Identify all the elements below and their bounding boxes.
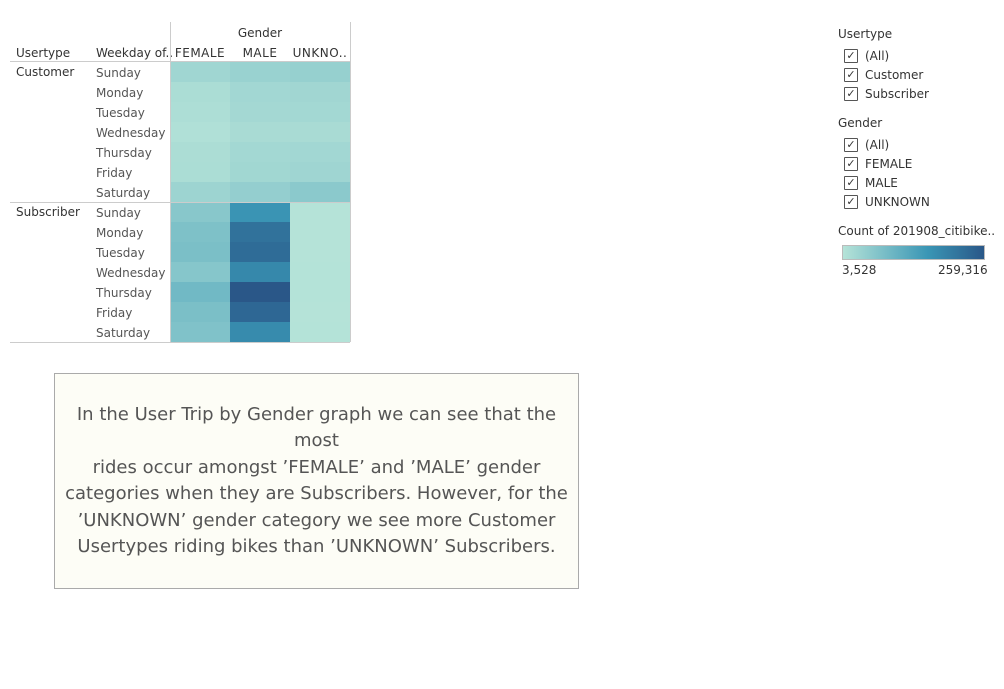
heatmap-cell — [230, 262, 290, 282]
column-group-header: Gender — [238, 26, 282, 40]
usertype-filter-option[interactable]: ✓ Subscriber — [844, 85, 929, 102]
heatmap-cell — [290, 242, 350, 262]
heatmap-cell — [170, 222, 230, 242]
heatmap-cell — [290, 302, 350, 322]
heatmap-cell — [230, 82, 290, 102]
heatmap-cell — [170, 62, 230, 82]
row-header-weekday: Weekday of.. — [96, 46, 173, 60]
heatmap-cell — [170, 322, 230, 342]
heatmap-cell — [230, 62, 290, 82]
gender-filter-option-label: FEMALE — [865, 156, 913, 171]
gender-filter-option-label: MALE — [865, 175, 898, 190]
weekday-label: Friday — [96, 166, 132, 180]
heatmap-cell — [170, 102, 230, 122]
heatmap-cell — [230, 222, 290, 242]
weekday-label: Thursday — [95, 146, 152, 160]
heatmap-cell — [290, 222, 350, 242]
heatmap-cell — [290, 322, 350, 342]
weekday-label: Tuesday — [95, 106, 145, 120]
heatmap-cell — [230, 282, 290, 302]
heatmap-cell — [290, 262, 350, 282]
heatmap-cell — [290, 122, 350, 142]
annotation-text: In the User Trip by Gender graph we can … — [65, 403, 568, 558]
gender-filter-option[interactable]: ✓ MALE — [844, 174, 898, 191]
column-header-0: FEMALE — [175, 46, 225, 60]
heatmap-cell — [290, 142, 350, 162]
heatmap-cell — [170, 82, 230, 102]
checkbox-icon[interactable]: ✓ — [844, 86, 858, 101]
row-group-label: Subscriber — [16, 205, 80, 219]
gender-filter-option-label: UNKNOWN — [865, 194, 930, 209]
heatmap-cell — [170, 242, 230, 262]
usertype-filter-option-label: Subscriber — [865, 86, 929, 101]
heatmap-cell — [290, 182, 350, 202]
weekday-label: Sunday — [96, 206, 141, 220]
heatmap-chart: Gender Usertype Weekday of.. FEMALE MALE UNKN… — [10, 22, 351, 343]
gender-filter-option[interactable]: ✓ FEMALE — [844, 155, 912, 172]
weekday-label: Monday — [96, 86, 143, 100]
gender-filter-option[interactable]: ✓ (All) — [844, 136, 889, 153]
heatmap-cell — [290, 62, 350, 82]
column-header-1: MALE — [243, 46, 278, 60]
gender-filter-option-label: (All) — [865, 137, 890, 152]
heatmap-cell — [290, 162, 350, 182]
weekday-label: Friday — [96, 306, 132, 320]
row-group-label: Customer — [16, 65, 74, 79]
column-header-2: UNKNO.. — [293, 46, 348, 60]
color-legend-ramp — [842, 245, 985, 260]
usertype-filter-option[interactable]: ✓ (All) — [844, 47, 889, 64]
weekday-label: Saturday — [96, 186, 150, 200]
heatmap-cell — [290, 202, 350, 222]
heatmap-cell — [230, 182, 290, 202]
usertype-filter-option[interactable]: ✓ Customer — [844, 66, 923, 83]
heatmap-cell — [230, 142, 290, 162]
heatmap-cell — [230, 202, 290, 222]
checkbox-icon[interactable]: ✓ — [844, 48, 858, 63]
checkbox-icon[interactable]: ✓ — [844, 175, 858, 190]
color-legend-title: Count of 201908_citibike.. — [838, 224, 996, 238]
heatmap-cell — [170, 122, 230, 142]
heatmap-cell — [230, 322, 290, 342]
heatmap-cell — [170, 282, 230, 302]
weekday-label: Tuesday — [95, 246, 145, 260]
weekday-label: Monday — [96, 226, 143, 240]
weekday-label: Wednesday — [96, 266, 165, 280]
heatmap-cell — [230, 122, 290, 142]
heatmap-cell — [290, 82, 350, 102]
heatmap-cell — [230, 242, 290, 262]
color-legend-max-label: 259,316 — [938, 263, 988, 277]
heatmap-cell — [170, 302, 230, 322]
usertype-filter-title: Usertype — [838, 27, 893, 41]
checkbox-icon[interactable]: ✓ — [844, 137, 858, 152]
gender-filter-option[interactable]: ✓ UNKNOWN — [844, 193, 930, 210]
heatmap-cell — [170, 262, 230, 282]
heatmap-cell — [170, 142, 230, 162]
heatmap-cell — [230, 302, 290, 322]
heatmap-cell — [290, 282, 350, 302]
checkbox-icon[interactable]: ✓ — [844, 194, 858, 209]
weekday-label: Wednesday — [96, 126, 165, 140]
usertype-filter-option-label: (All) — [865, 48, 890, 63]
annotation-box: In the User Trip by Gender graph we can … — [54, 373, 579, 589]
color-legend-min-label: 3,528 — [842, 263, 877, 277]
heatmap-cell — [230, 102, 290, 122]
heatmap-cell — [170, 182, 230, 202]
usertype-filter-option-label: Customer — [865, 67, 924, 82]
heatmap-cell — [170, 202, 230, 222]
heatmap-cell — [170, 162, 230, 182]
weekday-label: Saturday — [96, 326, 150, 340]
checkbox-icon[interactable]: ✓ — [844, 67, 858, 82]
row-header-usertype: Usertype — [16, 46, 70, 60]
heatmap-cell — [230, 162, 290, 182]
weekday-label: Thursday — [95, 286, 152, 300]
checkbox-icon[interactable]: ✓ — [844, 156, 858, 171]
heatmap-cell — [290, 102, 350, 122]
weekday-label: Sunday — [96, 66, 141, 80]
gender-filter-title: Gender — [838, 116, 883, 130]
